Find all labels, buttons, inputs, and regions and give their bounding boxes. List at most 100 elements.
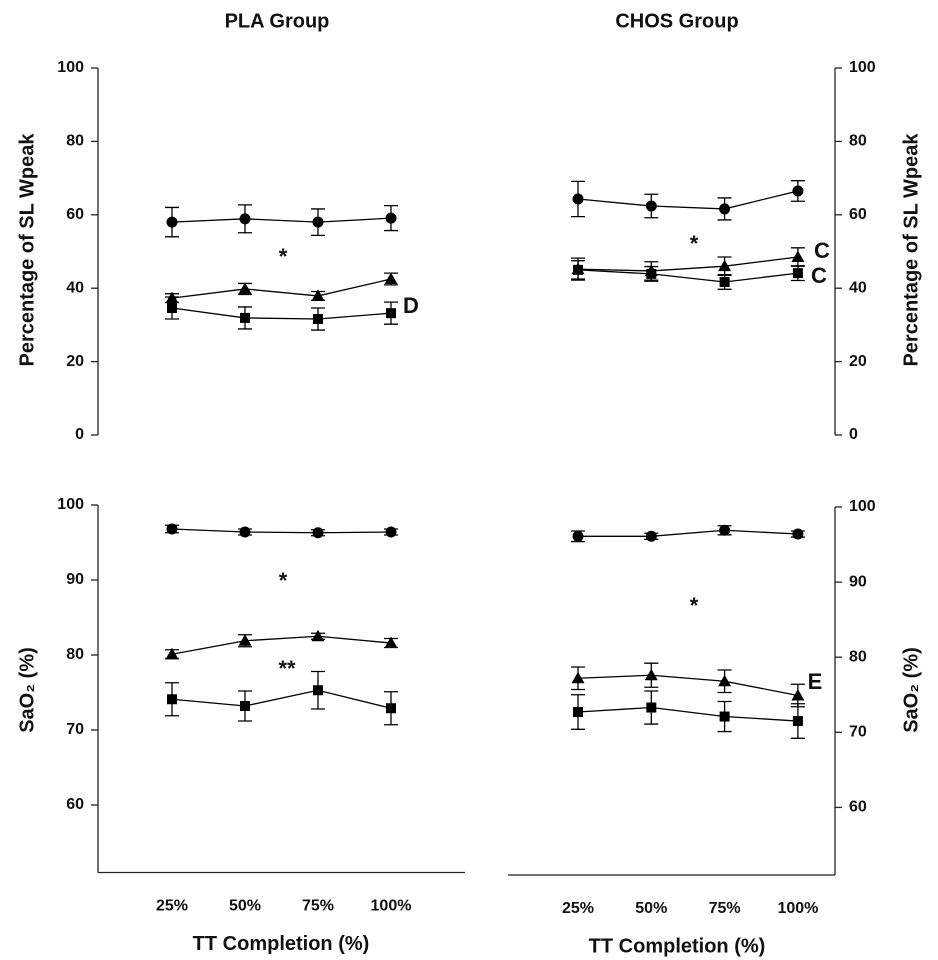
x-axis-label: TT Completion (%) [193,933,370,955]
y-tick-label: 70 [849,724,867,741]
x-tick-label: 100% [777,900,818,917]
marker-square [573,264,583,275]
marker-square [386,308,396,319]
x-tick-label: 25% [562,900,594,917]
marker-triangle [644,668,658,681]
annotation: ** [278,656,296,681]
y-tick-label: 20 [849,353,867,370]
marker-circle [719,524,731,536]
marker-triangle [238,282,252,294]
marker-square [646,268,657,279]
y-tick-label: 60 [849,206,867,223]
marker-circle [239,526,251,538]
marker-circle [792,185,804,197]
marker-square [313,685,323,696]
y-tick-label: 80 [66,646,84,663]
series-line [171,307,392,320]
y-tick-label: 90 [66,571,84,588]
y-tick-label: 70 [66,721,84,738]
annotation: C [811,263,827,288]
y-axis-label: SaO₂ (%) [16,647,38,733]
marker-square [240,701,250,711]
y-tick-label: 0 [75,426,84,443]
x-tick-label: 75% [302,898,334,915]
series-line [171,689,392,709]
marker-triangle [311,289,325,301]
marker-square [167,694,177,705]
marker-circle [645,200,657,212]
marker-circle [572,530,584,542]
y-tick-label: 80 [849,648,867,665]
y-tick-label: 80 [66,133,84,150]
series-line [171,528,392,534]
marker-triangle [384,636,398,648]
marker-square [719,711,730,722]
marker-triangle [571,671,585,684]
x-tick-label: 75% [709,900,741,917]
x-tick-label: 25% [156,898,188,915]
series-line [577,190,799,210]
y-tick-label: 20 [66,353,84,370]
annotation: * [279,244,288,269]
y-tick-label: 0 [849,426,858,443]
marker-square [573,707,583,718]
marker-square [240,312,250,323]
series-line [171,635,392,655]
y-tick-label: 100 [57,59,84,76]
series-line [171,278,392,299]
marker-circle [166,216,178,228]
annotation: C [814,238,830,263]
annotation: * [690,593,699,618]
annotation: * [690,231,699,256]
marker-square [167,303,177,314]
marker-square [792,268,803,279]
series-line [577,706,798,722]
series-line [577,269,798,283]
marker-circle [312,527,324,539]
x-tick-label: 100% [371,898,412,915]
annotation: * [279,568,288,593]
panel: 60 70 80 90 100 SaO₂ (%) 25% 50% 75% 100% TT Compl… [16,496,465,955]
marker-square [386,703,396,714]
panel: CHOS Group 0 20 40 60 80 100 Percentage of SL W… [571,10,922,443]
y-tick-label: 60 [66,796,84,813]
marker-circle [312,216,324,228]
y-tick-label: 40 [66,279,84,296]
y-tick-label: 40 [849,279,867,296]
marker-triangle [718,674,732,687]
y-axis-label: Percentage of SL Wpeak [900,133,922,367]
y-tick-label: 90 [849,573,867,590]
marker-circle [239,213,251,225]
marker-circle [572,193,584,205]
series-line [577,256,798,272]
x-tick-label: 50% [229,898,261,915]
y-tick-label: 100 [57,496,84,513]
marker-circle [792,528,804,540]
series-line [578,529,798,537]
marker-circle [166,523,178,535]
y-tick-label: 60 [849,799,867,816]
marker-circle [385,212,397,224]
annotation: E [808,669,823,694]
y-tick-label: 80 [849,133,867,150]
y-axis-label: SaO₂ (%) [900,647,922,733]
annotation: D [403,293,419,318]
marker-triangle [791,689,805,701]
marker-square [646,702,657,713]
panel: PLA Group 0 20 40 60 80 100 Percentage of SL Wp… [16,10,419,443]
marker-triangle [718,259,732,272]
series-line [577,674,799,697]
series-line [171,217,392,223]
x-axis-label: TT Completion (%) [589,935,766,957]
y-tick-label: 100 [849,498,876,515]
marker-circle [719,203,731,215]
y-tick-label: 60 [66,206,84,223]
panel-title: CHOS Group [615,10,738,32]
y-axis-label: Percentage of SL Wpeak [16,133,38,367]
panel: 60 70 80 90 100 SaO₂ (%) 25% 50% 75% 100% TT Compl… [508,498,922,957]
y-tick-label: 100 [849,59,876,76]
marker-square [719,276,730,287]
marker-triangle [311,629,325,642]
